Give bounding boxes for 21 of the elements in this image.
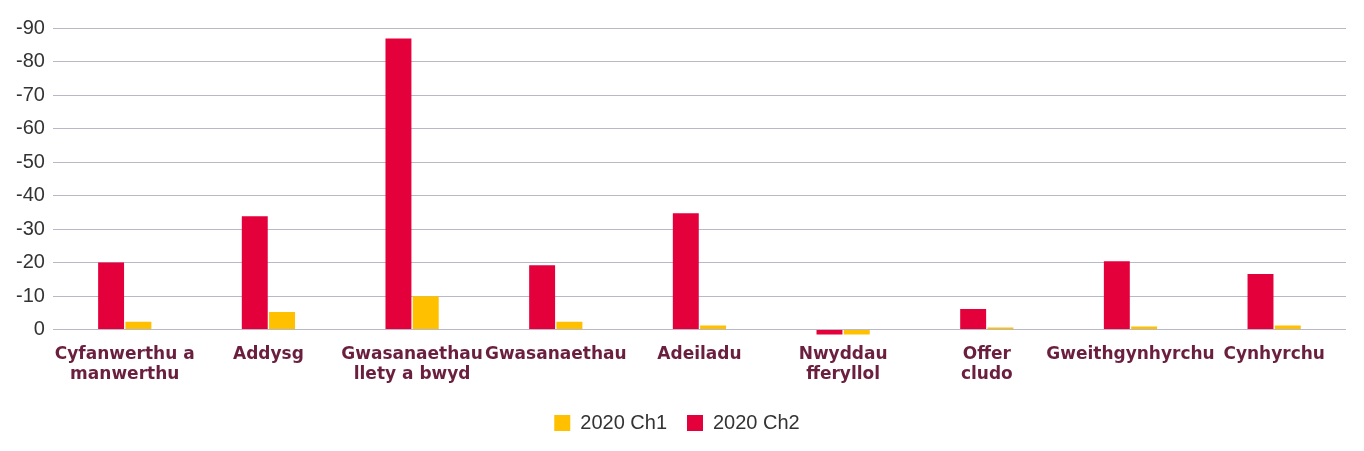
x-tick-label: Addysg bbox=[232, 342, 304, 363]
x-tick-label: Gwasanaethau bbox=[484, 342, 627, 363]
legend-label: 2020 Ch1 bbox=[580, 410, 668, 433]
x-tick-label: Gwasanaethau llety a bwyd bbox=[341, 342, 483, 384]
x-tick-label: Gweithgynhyrchu bbox=[1046, 342, 1215, 363]
y-tick-label: -20 bbox=[16, 250, 45, 273]
y-tick-label: -60 bbox=[16, 116, 45, 139]
y-tick-label: -40 bbox=[16, 183, 45, 206]
y-tick-label: -10 bbox=[16, 283, 45, 306]
x-tick-label: Cyfanwerthu a manwerthu bbox=[54, 342, 195, 384]
y-tick-label: -90 bbox=[16, 15, 45, 38]
legend-label: 2020 Ch2 bbox=[713, 410, 800, 433]
x-tick-label: Nwyddau fferyllol bbox=[798, 342, 888, 384]
y-tick-label: -30 bbox=[16, 216, 45, 239]
y-tick-label: 0 bbox=[33, 317, 45, 340]
x-tick-label: Cynhyrchu bbox=[1223, 342, 1325, 363]
y-tick-label: -70 bbox=[16, 82, 45, 105]
x-tick-label: Offer cludo bbox=[960, 342, 1013, 384]
y-tick-label: -50 bbox=[16, 149, 45, 172]
y-tick-label: -80 bbox=[16, 49, 45, 72]
x-tick-label: Adeiladu bbox=[657, 342, 742, 363]
